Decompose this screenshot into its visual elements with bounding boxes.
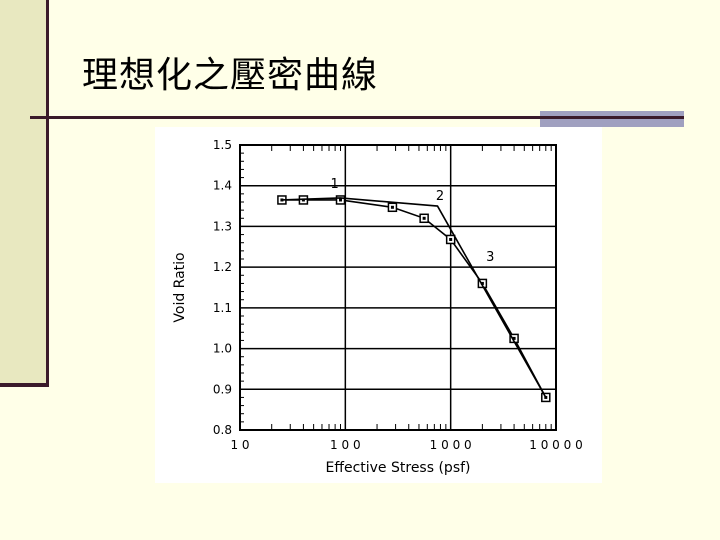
y-axis-title: Void Ratio: [172, 252, 188, 322]
x-tick-label: 1 0 0 0 0: [529, 438, 582, 452]
left-accent-base: [0, 383, 49, 387]
y-tick-label: 0.9: [213, 382, 232, 396]
title-rule: [30, 116, 540, 119]
data-point-center: [449, 237, 453, 241]
annotation-label: 2: [436, 189, 444, 204]
title-rule-accent: [540, 111, 684, 127]
data-point-center: [422, 216, 426, 220]
grid: [239, 144, 557, 431]
left-accent-bar: [0, 0, 46, 384]
series: [277, 195, 551, 403]
annotation-label: 1: [331, 177, 339, 192]
series-line: [281, 197, 547, 398]
y-tick-label: 1.3: [213, 219, 232, 233]
data-point-center: [512, 336, 516, 340]
data-point-center: [390, 205, 394, 209]
annotations: 1 2 3: [331, 177, 495, 265]
y-tick-label: 1.5: [213, 138, 232, 152]
y-tick-label: 1.1: [213, 301, 232, 315]
axis-ticks: 0.8 0.9 1.0 1.1 1.2 1.3 1.4 1.5 1 0 1 0 0 1 0 0 0 1…: [213, 138, 583, 452]
slide-title: 理想化之壓密曲線: [82, 55, 379, 96]
x-tick-label: 1 0: [230, 438, 249, 452]
data-point-center: [480, 281, 484, 285]
x-tick-label: 1 0 0: [330, 438, 361, 452]
data-point-center: [339, 198, 343, 202]
annotation-label: 3: [486, 250, 494, 265]
x-tick-label: 1 0 0 0: [430, 438, 472, 452]
title-rule-accent-line: [540, 116, 684, 119]
y-tick-label: 1.4: [213, 179, 232, 193]
y-tick-label: 1.0: [213, 342, 232, 356]
series-line: [281, 199, 547, 398]
left-accent-edge: [46, 0, 49, 386]
y-tick-label: 1.2: [213, 260, 232, 274]
x-axis-title: Effective Stress (psf): [325, 460, 470, 476]
y-tick-label: 0.8: [213, 423, 232, 437]
plot-frame: [239, 144, 557, 431]
